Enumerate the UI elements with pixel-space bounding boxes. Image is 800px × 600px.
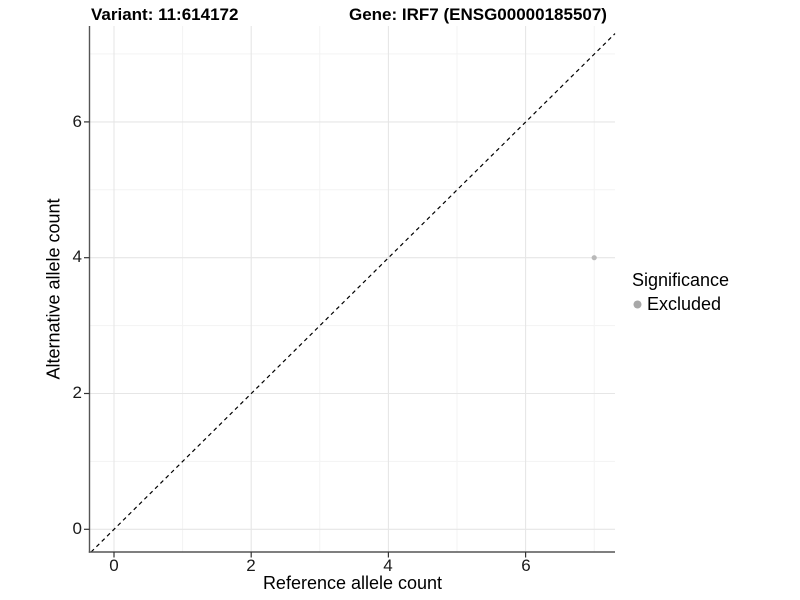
- y-tick-label-6: 6: [72, 112, 82, 131]
- legend-item-excluded: Excluded: [630, 294, 729, 315]
- x-tick-label-0: 0: [109, 556, 119, 575]
- data-point: [591, 255, 597, 261]
- x-tick-label-6: 6: [521, 556, 531, 575]
- y-tick-label-4: 4: [72, 247, 82, 266]
- x-tick-label-2: 2: [246, 556, 256, 575]
- legend-point-icon: [633, 300, 642, 309]
- legend: Significance Excluded: [630, 270, 729, 315]
- x-axis-title: Reference allele count: [262, 573, 443, 593]
- variant-title: Variant: 11:614172: [91, 5, 239, 24]
- y-tick-label-0: 0: [72, 519, 82, 538]
- gene-title: Gene: IRF7 (ENSG00000185507): [349, 5, 607, 24]
- identity-reference-line: [90, 33, 616, 553]
- x-tick-label-4: 4: [383, 556, 393, 575]
- legend-item-label: Excluded: [647, 294, 722, 314]
- y-axis-title: Alternative allele count: [43, 198, 64, 380]
- legend-title: Significance: [632, 270, 730, 290]
- y-tick-label-2: 2: [72, 383, 82, 402]
